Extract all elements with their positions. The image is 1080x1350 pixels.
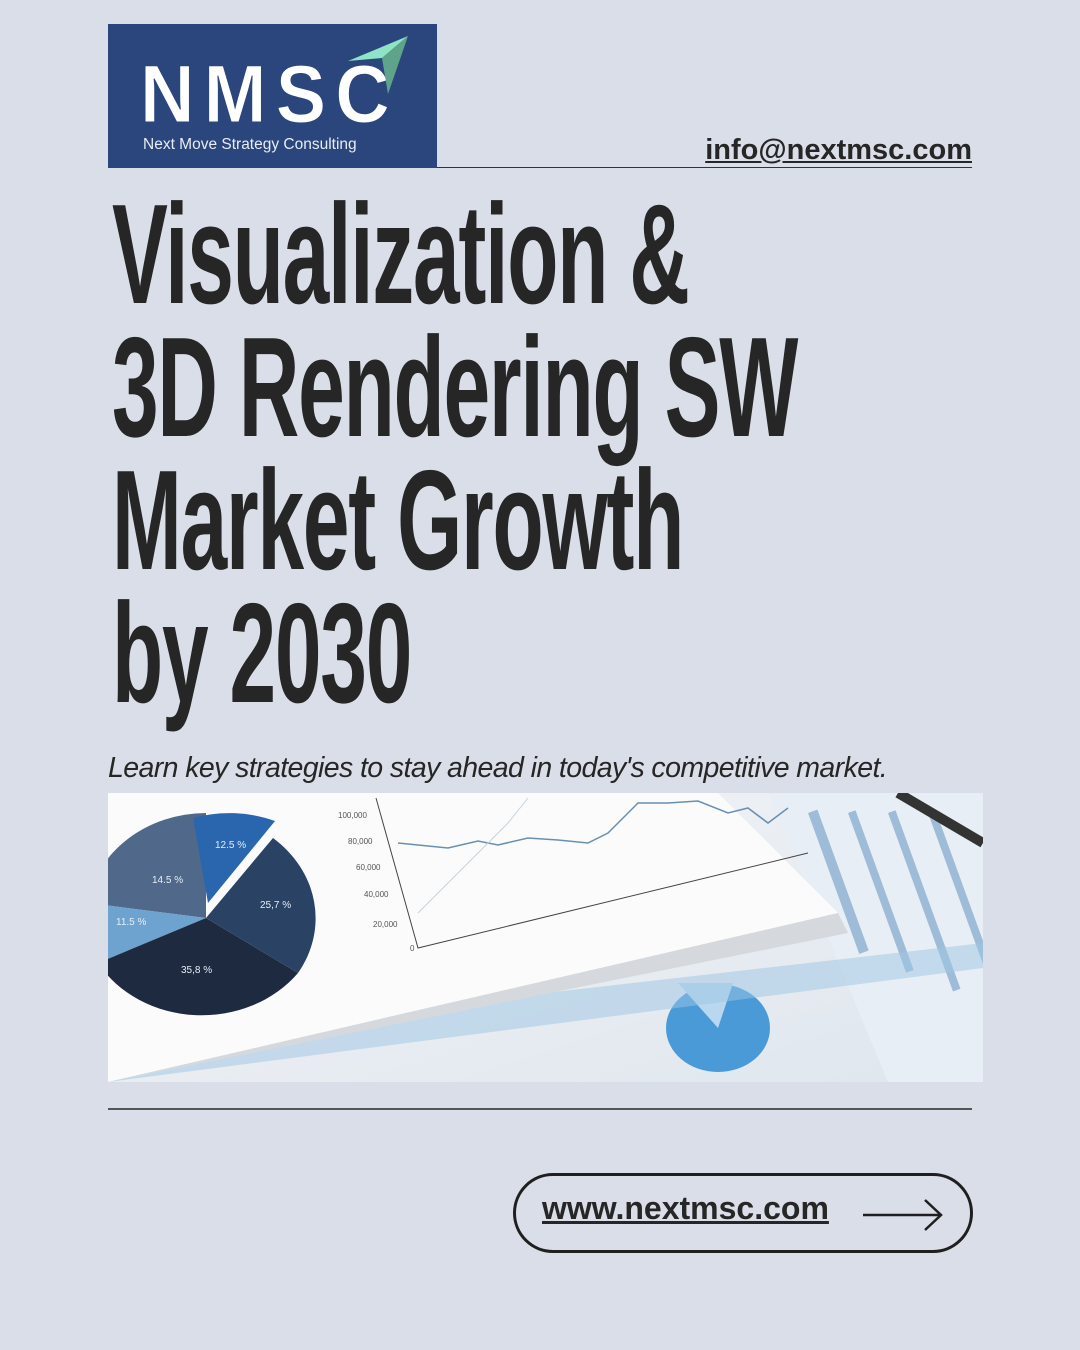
pie-label: 12.5 % bbox=[215, 840, 246, 851]
arrow-right-icon bbox=[863, 1199, 943, 1231]
subtitle: Learn key strategies to stay ahead in to… bbox=[108, 752, 888, 784]
pie-label: 11.5 % bbox=[116, 917, 146, 928]
axis-tick: 80,000 bbox=[348, 837, 373, 846]
logo-wordmark: NMSC bbox=[140, 49, 399, 140]
section-divider bbox=[108, 1108, 972, 1110]
axis-tick: 60,000 bbox=[356, 863, 381, 872]
table-numbers bbox=[808, 809, 983, 1001]
website-button[interactable]: www.nextmsc.com bbox=[513, 1173, 973, 1253]
logo-tagline: Next Move Strategy Consulting bbox=[143, 136, 357, 153]
pie-label: 14.5 % bbox=[152, 875, 183, 886]
pie-chart: 12.5 % 14.5 % 25,7 % 11.5 % 35,8 % bbox=[108, 813, 316, 1016]
axis-tick: 40,000 bbox=[364, 890, 389, 899]
headline-line: by 2030 bbox=[112, 574, 412, 733]
pie-label: 35,8 % bbox=[181, 965, 212, 976]
headline-line: 3D Rendering SW bbox=[112, 308, 798, 467]
axis-tick: 0 bbox=[410, 944, 415, 953]
headline: Visualization & 3D Rendering SW Market G… bbox=[112, 175, 1080, 733]
header-rule bbox=[437, 167, 972, 168]
nmsc-logo: NMSC Next Move Strategy Consulting bbox=[108, 24, 437, 168]
hero-photo-charts: 12.5 % 14.5 % 25,7 % 11.5 % 35,8 % 100,0… bbox=[108, 793, 983, 1082]
headline-line: Visualization & bbox=[112, 175, 690, 334]
axis-tick: 100,000 bbox=[338, 811, 367, 820]
photo-illustration: 12.5 % 14.5 % 25,7 % 11.5 % 35,8 % 100,0… bbox=[108, 793, 983, 1082]
line-chart: 100,000 80,000 60,000 40,000 20,000 0 bbox=[338, 797, 809, 953]
headline-line: Market Growth bbox=[112, 441, 684, 600]
axis-tick: 20,000 bbox=[373, 920, 398, 929]
pie-label: 25,7 % bbox=[260, 900, 291, 911]
pen bbox=[895, 793, 983, 848]
paper-plane-arrow-icon bbox=[348, 36, 408, 94]
email-link[interactable]: info@nextmsc.com bbox=[705, 134, 972, 166]
paper-sheet bbox=[768, 793, 983, 1082]
website-link[interactable]: www.nextmsc.com bbox=[542, 1190, 829, 1226]
